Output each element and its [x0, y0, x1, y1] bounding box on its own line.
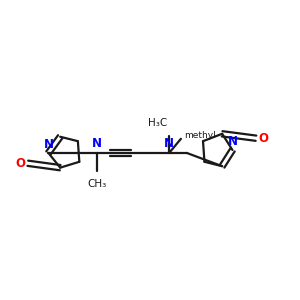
Text: N: N — [44, 138, 53, 151]
Text: O: O — [258, 132, 268, 145]
Text: O: O — [16, 157, 26, 170]
Text: CH₃: CH₃ — [87, 179, 106, 189]
Text: H₃C: H₃C — [148, 118, 168, 128]
Text: N: N — [92, 137, 102, 150]
Text: methyl: methyl — [184, 131, 216, 140]
Text: N: N — [164, 137, 174, 150]
Text: N: N — [227, 135, 237, 148]
